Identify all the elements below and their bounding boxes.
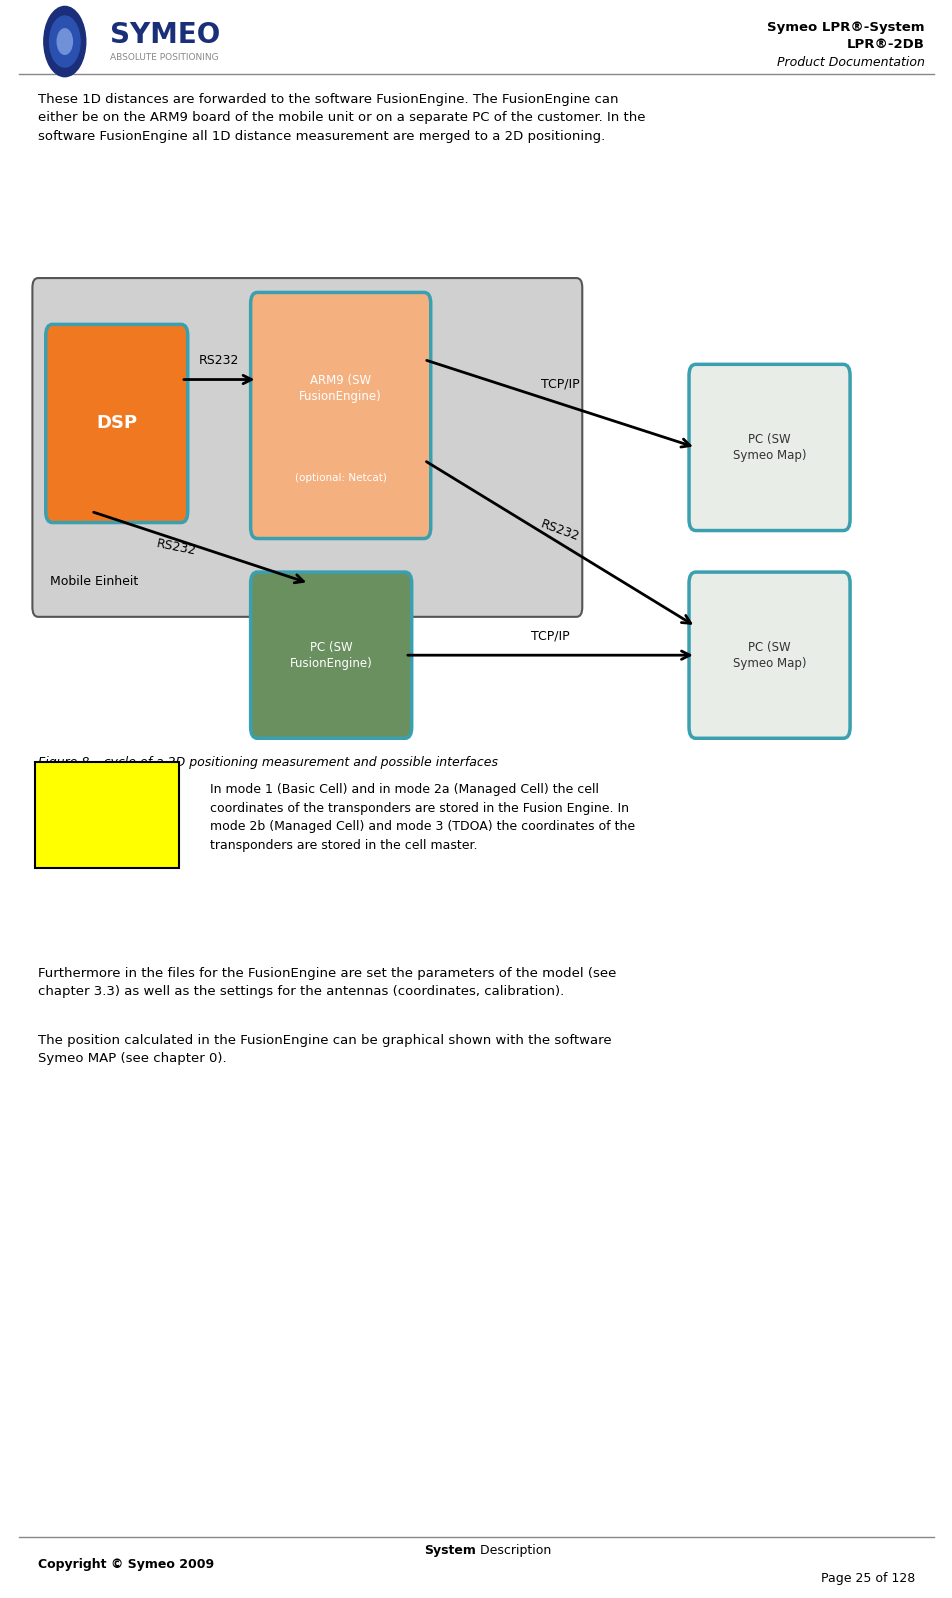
Text: RS232: RS232 xyxy=(538,518,581,543)
Text: TCP/IP: TCP/IP xyxy=(530,630,569,642)
Text: System: System xyxy=(425,1544,476,1556)
Text: Description: Description xyxy=(476,1544,551,1556)
Text: The position calculated in the FusionEngine can be graphical shown with the soft: The position calculated in the FusionEng… xyxy=(38,1034,611,1066)
FancyBboxPatch shape xyxy=(250,572,411,738)
Text: (optional: Netcat): (optional: Netcat) xyxy=(294,473,387,483)
Text: RS232: RS232 xyxy=(155,537,197,558)
Text: Mode: Basic Cell/
    Managed Cell/
    TDOA: Mode: Basic Cell/ Managed Cell/ TDOA xyxy=(63,797,151,833)
Text: SYMEO: SYMEO xyxy=(109,21,220,50)
FancyBboxPatch shape xyxy=(46,324,188,523)
Text: ABSOLUTE POSITIONING: ABSOLUTE POSITIONING xyxy=(109,53,218,62)
FancyBboxPatch shape xyxy=(35,762,179,868)
Text: Page 25 of 128: Page 25 of 128 xyxy=(820,1572,914,1585)
Text: PC (SW
Symeo Map): PC (SW Symeo Map) xyxy=(732,641,805,670)
Circle shape xyxy=(57,29,72,54)
Text: PC (SW
FusionEngine): PC (SW FusionEngine) xyxy=(289,641,372,670)
FancyBboxPatch shape xyxy=(32,278,582,617)
Circle shape xyxy=(50,16,80,67)
Text: These 1D distances are forwarded to the software FusionEngine. The FusionEngine : These 1D distances are forwarded to the … xyxy=(38,93,645,142)
Text: RS232: RS232 xyxy=(199,353,239,366)
Text: Figure 8 – cycle of a 2D positioning measurement and possible interfaces: Figure 8 – cycle of a 2D positioning mea… xyxy=(38,756,498,769)
Text: TCP/IP: TCP/IP xyxy=(540,377,579,390)
Text: Product Documentation: Product Documentation xyxy=(776,56,923,69)
Text: Furthermore in the files for the FusionEngine are set the parameters of the mode: Furthermore in the files for the FusionE… xyxy=(38,967,616,999)
FancyBboxPatch shape xyxy=(688,364,849,531)
Text: Symeo LPR®-System: Symeo LPR®-System xyxy=(766,21,923,34)
Text: ARM9 (SW
FusionEngine): ARM9 (SW FusionEngine) xyxy=(299,374,382,403)
FancyBboxPatch shape xyxy=(250,292,430,539)
Text: DSP: DSP xyxy=(96,414,137,433)
Text: PC (SW
Symeo Map): PC (SW Symeo Map) xyxy=(732,433,805,462)
Text: Mobile Einheit: Mobile Einheit xyxy=(50,575,138,588)
Circle shape xyxy=(44,6,86,77)
Text: In mode 1 (Basic Cell) and in mode 2a (Managed Cell) the cell
coordinates of the: In mode 1 (Basic Cell) and in mode 2a (M… xyxy=(209,783,634,852)
Text: LPR®-2DB: LPR®-2DB xyxy=(845,38,923,51)
Text: Copyright © Symeo 2009: Copyright © Symeo 2009 xyxy=(38,1558,214,1571)
FancyBboxPatch shape xyxy=(688,572,849,738)
